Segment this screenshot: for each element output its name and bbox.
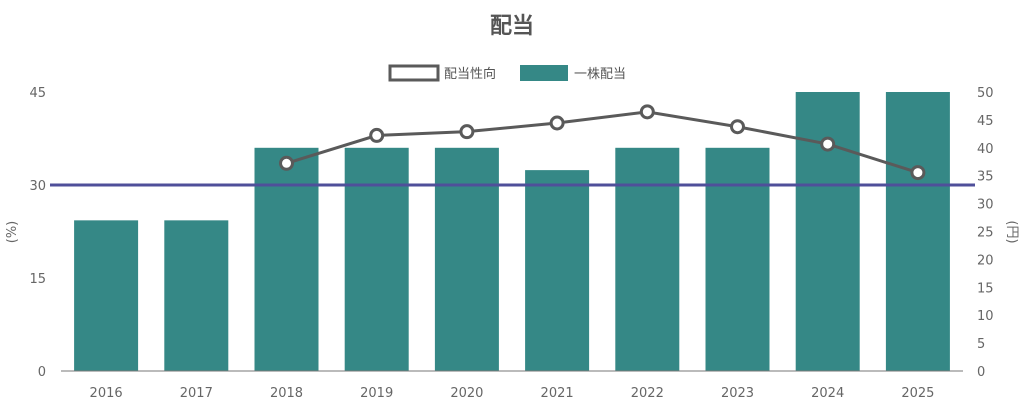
right-axis-ticks: 0 5 10 15 20 25 30 35 40 45 50 bbox=[977, 86, 994, 380]
x-axis-ticks: 2016 2017 2018 2019 2020 2021 2022 2023 2024 2025 bbox=[90, 386, 935, 401]
legend-label-dividend-per-share: 一株配当 bbox=[574, 67, 626, 82]
bar-2023 bbox=[705, 147, 770, 371]
chart-title: 配当 bbox=[490, 14, 534, 39]
left-tick-label: 45 bbox=[29, 86, 46, 101]
right-tick-label: 5 bbox=[977, 337, 985, 352]
point-2024 bbox=[820, 136, 836, 152]
bar-2024 bbox=[795, 92, 860, 371]
legend-swatch-dividend-per-share bbox=[520, 65, 568, 81]
left-tick-label: 15 bbox=[29, 272, 46, 287]
point-2021 bbox=[549, 115, 565, 131]
x-tick-label: 2025 bbox=[901, 386, 934, 401]
left-tick-label: 30 bbox=[29, 179, 46, 194]
left-tick-label: 0 bbox=[38, 365, 46, 380]
right-tick-label: 50 bbox=[977, 86, 994, 101]
point-2023 bbox=[730, 119, 745, 135]
x-tick-label: 2023 bbox=[721, 386, 754, 401]
point-2025 bbox=[910, 165, 926, 181]
bar-2020 bbox=[434, 147, 499, 371]
right-tick-label: 45 bbox=[977, 114, 994, 129]
point-2020 bbox=[459, 124, 475, 140]
bar-2025 bbox=[885, 92, 950, 371]
right-tick-label: 35 bbox=[977, 170, 994, 185]
x-tick-label: 2017 bbox=[180, 386, 213, 401]
right-tick-label: 30 bbox=[977, 198, 994, 213]
bar-2016 bbox=[74, 220, 139, 371]
line-series bbox=[279, 104, 926, 181]
point-2022 bbox=[639, 104, 655, 120]
bar-2017 bbox=[164, 220, 229, 371]
legend-label-payout-ratio: 配当性向 bbox=[444, 66, 496, 82]
x-tick-label: 2022 bbox=[631, 386, 664, 401]
right-tick-label: 10 bbox=[977, 309, 994, 324]
right-tick-label: 0 bbox=[977, 365, 985, 380]
right-tick-label: 15 bbox=[977, 281, 994, 296]
right-axis-title: (円) bbox=[1004, 220, 1019, 243]
legend: 配当性向 一株配当 bbox=[388, 64, 626, 82]
legend-swatch-payout-ratio bbox=[388, 64, 440, 82]
x-tick-label: 2020 bbox=[450, 386, 483, 401]
x-tick-label: 2021 bbox=[541, 386, 574, 401]
left-axis-title: (%) bbox=[5, 221, 20, 244]
x-tick-label: 2018 bbox=[270, 386, 303, 401]
right-tick-label: 20 bbox=[977, 253, 994, 268]
x-tick-label: 2016 bbox=[90, 386, 123, 401]
bar-series bbox=[74, 92, 950, 371]
payout-ratio-line bbox=[286, 110, 919, 175]
bar-2018 bbox=[254, 147, 319, 371]
x-tick-label: 2024 bbox=[811, 386, 844, 401]
point-2019 bbox=[369, 127, 385, 143]
x-tick-label: 2019 bbox=[360, 386, 393, 401]
right-tick-label: 40 bbox=[977, 142, 994, 157]
left-axis-ticks: 0 15 30 45 bbox=[29, 86, 46, 380]
bar-2021 bbox=[525, 170, 590, 371]
bar-2019 bbox=[344, 147, 409, 371]
point-2018 bbox=[279, 155, 294, 171]
bar-2022 bbox=[615, 147, 680, 371]
right-tick-label: 25 bbox=[977, 226, 994, 241]
